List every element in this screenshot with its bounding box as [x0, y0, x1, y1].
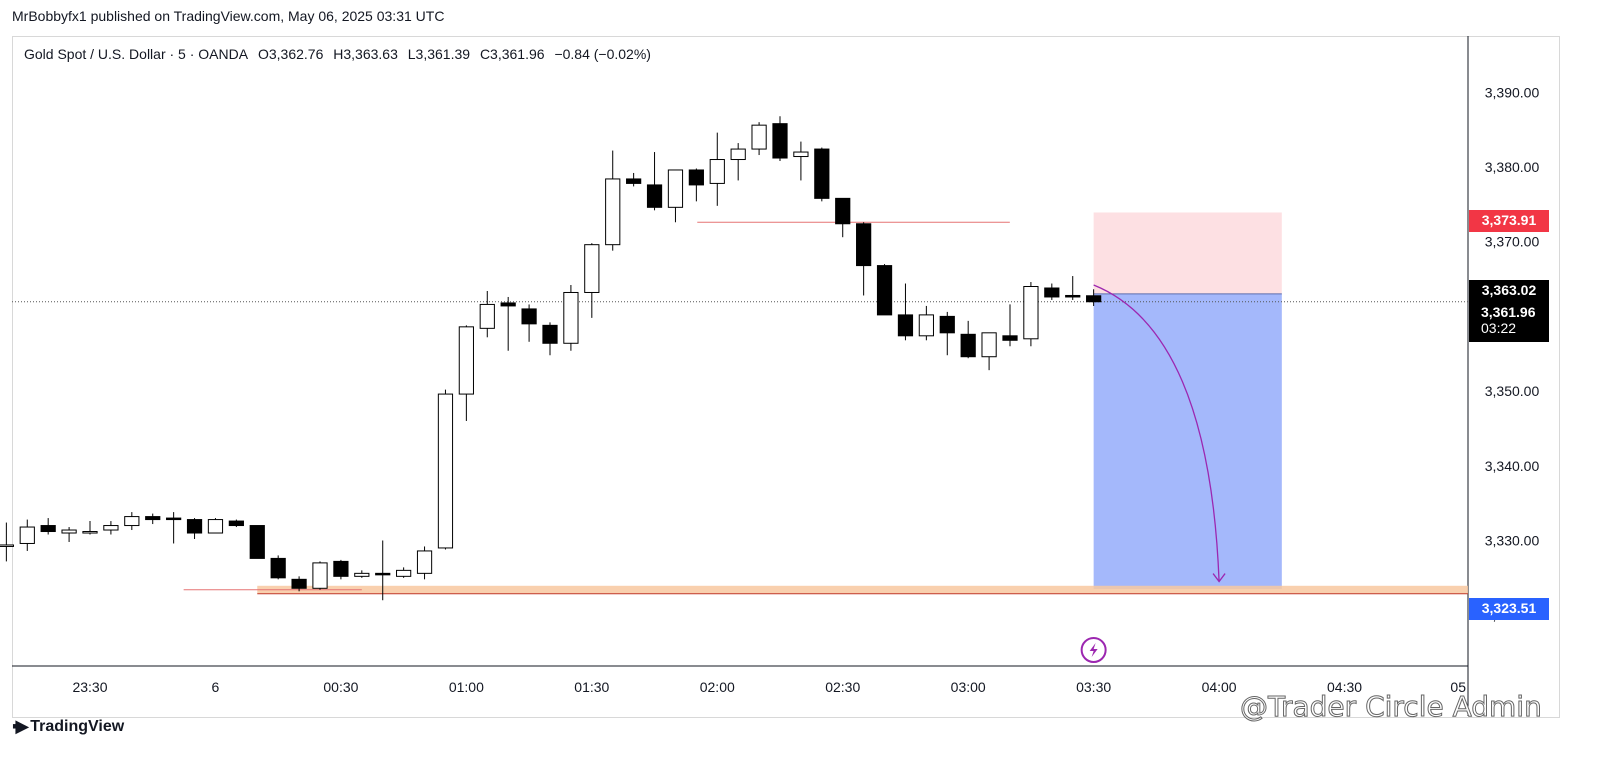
candle-body [626, 178, 642, 184]
x-tick-label: 03:30 [1076, 679, 1111, 695]
projection-arrow-head [1212, 573, 1226, 583]
candle-body [166, 517, 182, 521]
candle-body [772, 123, 788, 159]
candle-body [1086, 295, 1102, 303]
current-price-value: 3,361.96 [1481, 304, 1536, 320]
y-tick-label: 3,330.00 [1485, 532, 1540, 548]
support-band [257, 585, 1469, 594]
candle-body [40, 525, 56, 533]
x-tick-label: 02:00 [700, 679, 735, 695]
candle-body [416, 550, 433, 574]
take-profit-zone [1093, 293, 1282, 589]
legend-high: H3,363.63 [333, 46, 398, 62]
lightning-glyph [1089, 643, 1098, 657]
candle-body [19, 526, 35, 544]
x-tick-label: 05 [1450, 679, 1466, 695]
candle-body [939, 315, 955, 334]
candle-body [667, 169, 684, 208]
candle-body [458, 326, 474, 395]
candle-body [124, 516, 140, 527]
candle-body [375, 572, 391, 576]
projection-arrow [1093, 284, 1220, 582]
candle-body [751, 124, 767, 150]
candle-body [856, 223, 872, 267]
candle-body [897, 314, 914, 337]
legend-change: −0.84 (−0.02%) [554, 46, 651, 62]
candle-body [312, 562, 328, 589]
tv-logo-text: TradingView [30, 717, 125, 735]
candle-body [542, 324, 558, 344]
candle-body [1002, 335, 1018, 341]
candle-body [709, 159, 725, 184]
candle-body [814, 148, 830, 199]
stop-price-tag: 3,373.91 [1469, 210, 1549, 232]
candle-body [521, 308, 537, 325]
candle-body [228, 520, 244, 527]
candle-body [145, 516, 161, 521]
y-tick-label: 3,390.00 [1485, 84, 1540, 100]
entry-price-tag: 3,363.02 [1469, 280, 1549, 302]
candle-body [479, 303, 495, 329]
chart-frame[interactable] [12, 36, 1560, 718]
tradingview-logo[interactable]: ▪▶ TradingView [12, 716, 124, 737]
candle-body [876, 265, 893, 316]
stop-loss-zone [1093, 212, 1282, 294]
candle-body [918, 314, 934, 337]
candle-body [835, 197, 851, 225]
x-tick-label: 01:00 [449, 679, 484, 695]
candle-body [646, 184, 663, 208]
watermark-text: @Trader Circle Admin [1240, 690, 1543, 724]
y-tick-label: 3,380.00 [1485, 159, 1540, 175]
legend-low: L3,361.39 [407, 46, 471, 62]
candle-body [396, 569, 412, 577]
candle-body [1065, 294, 1081, 298]
candle-body [960, 333, 976, 358]
bar-countdown: 03:22 [1481, 320, 1517, 336]
candle-body [333, 560, 349, 577]
candle-body [437, 393, 454, 549]
x-tick-label: 6 [212, 679, 220, 695]
candle-body [584, 244, 600, 293]
legend-close: C3,361.96 [479, 46, 545, 62]
y-tick-label: 3,350.00 [1485, 383, 1540, 399]
symbol-title[interactable]: Gold Spot / U.S. Dollar · 5 · OANDA [24, 46, 249, 62]
legend-open: O3,362.76 [257, 46, 324, 62]
candle-body [0, 544, 14, 547]
candle-body [1044, 287, 1060, 298]
x-tick-label: 03:00 [951, 679, 986, 695]
candle-body [82, 531, 98, 534]
x-tick-label: 04:30 [1327, 679, 1362, 695]
publisher-line: MrBobbyfx1 published on TradingView.com,… [12, 8, 445, 24]
symbol-legend: Gold Spot / U.S. Dollar · 5 · OANDA O3,3… [24, 46, 657, 62]
x-tick-label: 04:00 [1202, 679, 1237, 695]
candle-body [61, 529, 77, 534]
current-price-tag: 3,361.96 03:22 [1469, 302, 1549, 342]
tv-logo-icon: ▪▶ [12, 716, 29, 736]
candle-body [103, 525, 119, 531]
candle-body [291, 578, 307, 589]
candle-body [981, 332, 997, 358]
candle-body [249, 525, 265, 559]
candle-body [354, 572, 370, 577]
candle-body [605, 178, 621, 246]
candle-body [270, 557, 286, 579]
candle-body [1023, 286, 1039, 340]
candle-body [793, 151, 809, 158]
x-tick-label: 02:30 [825, 679, 860, 695]
candle-body [730, 148, 746, 161]
candle-body [563, 291, 579, 344]
target-price-tag: 3,323.51 [1469, 598, 1549, 620]
candle-body [688, 169, 704, 186]
candle-body [186, 519, 203, 534]
candle-body [500, 302, 516, 307]
candle-body [207, 519, 224, 534]
y-tick-label: 3,340.00 [1485, 458, 1540, 474]
x-tick-label: 00:30 [323, 679, 358, 695]
y-tick-label: 3,370.00 [1485, 234, 1540, 250]
x-tick-label: 01:30 [574, 679, 609, 695]
x-tick-label: 23:30 [72, 679, 107, 695]
